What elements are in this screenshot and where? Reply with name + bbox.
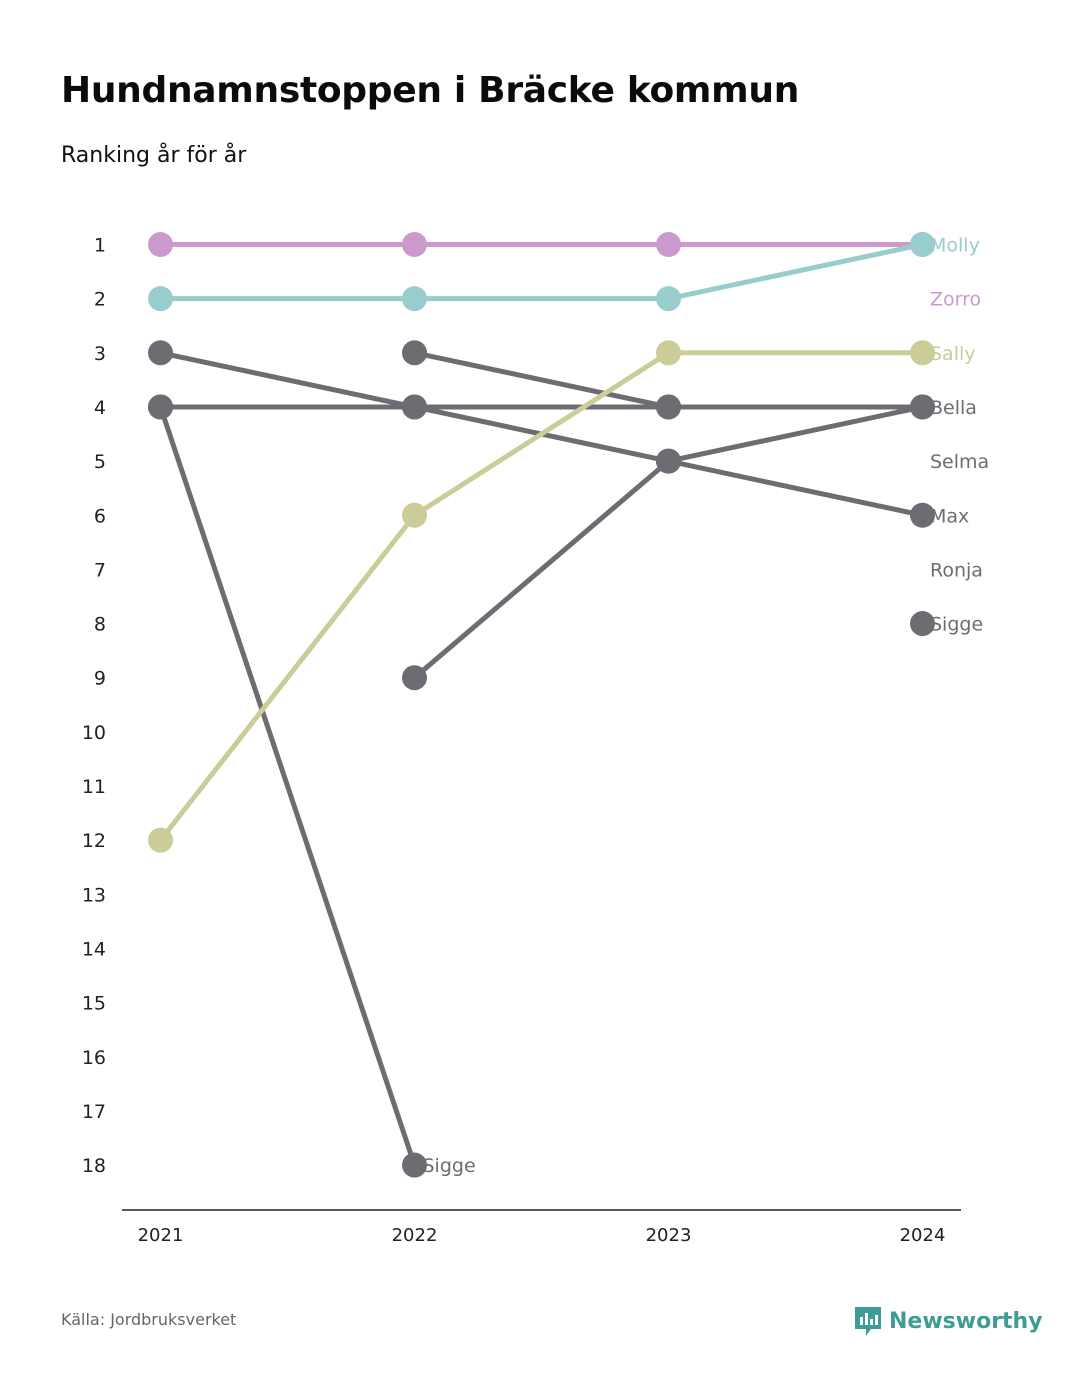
chart-subtitle: Ranking år för år [61,143,247,168]
y-tick-label: 15 [82,993,106,1015]
data-point-max [402,394,427,420]
data-point-sally [148,827,173,853]
series-line-max [158,350,417,410]
data-point-molly [148,286,173,312]
x-tick-label: 2023 [646,1225,692,1246]
y-tick-label: 9 [94,668,106,690]
newsworthy-logo-icon [855,1307,881,1336]
data-point-selma [910,394,935,420]
y-tick-label: 10 [82,722,106,744]
data-point-sigge [148,394,173,420]
source-note: Källa: Jordbruksverket [61,1310,237,1329]
data-point-sigge [402,1152,427,1178]
series-labels: Zorro Molly Sally Bella Selma Max Ronja Sigge [930,235,989,636]
series-line-sigge [158,404,417,1168]
data-point-molly [402,286,427,312]
y-tick-label: 12 [82,830,106,852]
annotation-label: Sigge [423,1155,476,1177]
series-line-selma [666,404,925,464]
y-tick-label: 8 [94,614,106,636]
x-tick-label: 2022 [392,1225,438,1246]
data-point-max [148,340,173,366]
brand-logo[interactable]: Newsworthy [855,1305,1043,1337]
chart-title: Hundnamnstoppen i Bräcke kommun [61,70,800,111]
series-label-zorro: Zorro [930,289,981,311]
y-tick-label: 2 [94,289,106,311]
series-label-sigge: Sigge [930,614,983,636]
y-tick-label: 13 [82,884,106,906]
brand-name: Newsworthy [889,1308,1043,1334]
series-label-bella: Bella [930,397,977,419]
x-tick-label: 2024 [900,1225,946,1246]
data-point-zorro [402,232,427,257]
data-point-sally [656,340,681,366]
y-tick-label: 18 [82,1155,106,1177]
x-axis-ticks: 2021 2022 2023 2024 [138,1225,946,1246]
series-line-selma [412,458,671,681]
series-label-selma: Selma [930,451,989,473]
y-tick-label: 11 [82,776,106,798]
data-point-max [656,448,681,474]
data-point-zorro [148,232,173,257]
y-tick-label: 14 [82,938,106,960]
data-point-molly [656,286,681,312]
y-tick-label: 17 [82,1101,106,1123]
data-point-ronja [402,340,427,366]
series-label-ronja: Ronja [930,559,983,581]
y-tick-label: 16 [82,1047,106,1069]
data-point-sally [910,340,935,366]
series-line-sally [158,512,417,843]
series-line-sally [412,350,671,518]
series-points [148,232,935,1178]
y-tick-label: 3 [94,343,106,365]
y-tick-label: 5 [94,451,106,473]
data-point-sally [402,502,427,528]
data-point-max [910,502,935,528]
chart-annotations: Sigge [423,1155,476,1177]
y-tick-label: 4 [94,397,106,419]
y-tick-label: 7 [94,559,106,581]
series-line-max [666,458,925,518]
series-label-molly: Molly [930,235,980,257]
series-lines [158,242,925,1168]
series-line-ronja [412,350,671,410]
data-point-zorro [656,232,681,257]
series-label-max: Max [930,505,969,527]
data-point-sigge [910,611,935,637]
y-tick-label: 1 [94,235,106,257]
series-label-sally: Sally [930,343,976,365]
y-tick-label: 6 [94,505,106,527]
data-point-ronja [656,394,681,420]
data-point-selma [402,665,427,691]
series-line-molly [666,242,925,302]
x-tick-label: 2021 [138,1225,184,1246]
data-point-molly [910,232,935,257]
